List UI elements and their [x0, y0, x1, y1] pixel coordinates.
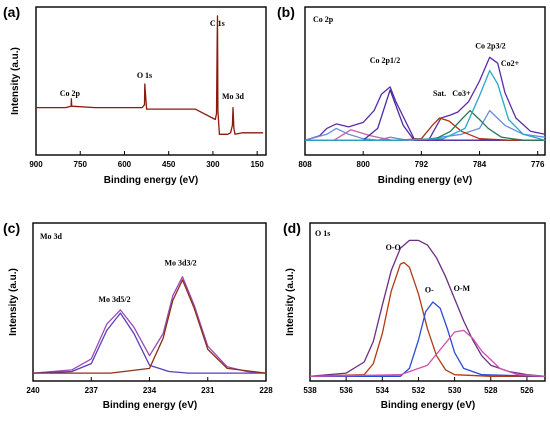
- y-axis-label-a: Intensity (a.u.): [10, 47, 21, 115]
- x-tick-label-b-3: 784: [473, 160, 487, 169]
- panel-title-d: O 1s: [315, 229, 330, 238]
- peak-annotation-a-2: C 1s: [210, 19, 225, 28]
- peak-annotation-d-1: O-: [425, 286, 434, 295]
- x-tick-label-d-4: 530: [448, 386, 462, 395]
- panel-mo3d: (c) Mo 3d 240 237 234 231 228 Mo 3d5/2 Mo 3d3…: [3, 220, 273, 411]
- x-tick-label-a-2: 600: [118, 160, 132, 169]
- series-line-b-4: [305, 117, 545, 141]
- x-axis-label-c: Binding energy (eV): [103, 400, 197, 411]
- x-tick-label-d-3: 532: [412, 386, 426, 395]
- x-tick-label-b-4: 776: [531, 160, 545, 169]
- x-tick-label-d-0: 538: [303, 386, 317, 395]
- x-tick-label-a-3: 450: [162, 160, 176, 169]
- panel-title-c: Mo 3d: [40, 232, 63, 241]
- series-group-d: [309, 239, 546, 377]
- series-line-c-1: [32, 312, 266, 374]
- x-tick-label-c-4: 228: [259, 386, 273, 395]
- x-tick-label-d-5: 528: [484, 386, 498, 395]
- x-axis-label-d: Binding energy (eV): [381, 400, 475, 411]
- series-line-c-0: [32, 276, 267, 374]
- panel-title-b: Co 2p: [313, 15, 334, 24]
- series-line-a-0: [36, 15, 264, 135]
- peak-annotation-c-0: Mo 3d5/2: [98, 295, 130, 304]
- x-tick-label-b-1: 800: [357, 160, 371, 169]
- panel-survey: (a) 900 750 600 450 300 150 Co 2p O 1s C 1s Mo 3…: [3, 4, 267, 186]
- x-tick-label-a-4: 300: [206, 160, 220, 169]
- peak-annotation-b-4: Co2+: [501, 59, 520, 68]
- peak-annotation-d-2: O-M: [454, 284, 471, 293]
- y-axis-label-c: Intensity (a.u.): [8, 268, 19, 336]
- plot-frame-b: [304, 6, 546, 156]
- panel-label-a: (a): [3, 4, 20, 20]
- series-line-d-2: [310, 301, 546, 377]
- series-group-b: [304, 56, 546, 141]
- x-tick-label-c-2: 234: [143, 386, 157, 395]
- panel-o1s: (d) O 1s 538 536 534 532 530 528 526 O-OO- O-M …: [283, 220, 546, 411]
- x-ticks-a: 900 750 600 450 300 150: [29, 151, 264, 169]
- plot-frame-d: [309, 222, 546, 382]
- peak-annotation-b-3: Co 2p3/2: [475, 41, 505, 50]
- series-line-c-2: [33, 279, 267, 374]
- panel-label-b: (b): [277, 4, 295, 20]
- x-tick-label-d-1: 536: [339, 386, 353, 395]
- plot-frame-c: [32, 222, 267, 382]
- x-tick-label-c-0: 240: [26, 386, 40, 395]
- panel-label-c: (c): [3, 220, 20, 236]
- series-line-b-3: [305, 89, 545, 141]
- x-axis-label-b: Binding energy (eV): [378, 175, 472, 186]
- plot-frame-a: [35, 6, 267, 156]
- peak-annotation-a-3: Mo 3d: [222, 92, 245, 101]
- series-line-d-3: [309, 329, 546, 377]
- annotations-d: O-O O- O-M: [386, 243, 471, 295]
- x-axis-label-a: Binding energy (eV): [104, 175, 198, 186]
- series-line-b-6: [305, 69, 546, 141]
- x-tick-label-d-6: 526: [520, 386, 534, 395]
- peak-annotation-a-0: Co 2p: [60, 89, 81, 98]
- x-tick-label-a-5: 150: [250, 160, 264, 169]
- x-ticks-d: 538 536 534 532 530 528 526: [303, 377, 534, 395]
- series-line-d-0: [309, 239, 546, 377]
- peak-annotation-b-0: Co 2p1/2: [370, 56, 400, 65]
- annotations-b: Co 2p1/2 Sat. Co3+ Co 2p3/2 Co2+: [370, 41, 520, 97]
- x-ticks-b: 808 800 792 784 776: [298, 151, 545, 169]
- x-tick-label-c-3: 231: [201, 386, 215, 395]
- annotations-a: Co 2p O 1s C 1s Mo 3d: [60, 19, 245, 101]
- series-line-d-1: [309, 261, 545, 377]
- x-tick-label-d-2: 534: [376, 386, 390, 395]
- series-group-a: [36, 15, 264, 135]
- peak-annotation-b-2: Co3+: [452, 89, 471, 98]
- panel-label-d: (d): [283, 220, 301, 236]
- peak-annotation-b-1: Sat.: [433, 89, 446, 98]
- x-tick-label-b-0: 808: [298, 160, 312, 169]
- x-tick-label-c-1: 237: [85, 386, 99, 395]
- x-tick-label-b-2: 792: [415, 160, 429, 169]
- x-tick-label-a-0: 900: [29, 160, 43, 169]
- series-group-c: [32, 276, 267, 374]
- x-tick-label-a-1: 750: [74, 160, 88, 169]
- x-ticks-c: 240 237 234 231 228: [26, 377, 273, 395]
- peak-annotation-a-1: O 1s: [137, 71, 152, 80]
- annotations-c: Mo 3d5/2 Mo 3d3/2: [98, 259, 196, 304]
- y-axis-label-d: Intensity (a.u.): [285, 268, 296, 336]
- peak-annotation-d-0: O-O: [386, 243, 401, 252]
- peak-annotation-c-1: Mo 3d3/2: [164, 259, 196, 268]
